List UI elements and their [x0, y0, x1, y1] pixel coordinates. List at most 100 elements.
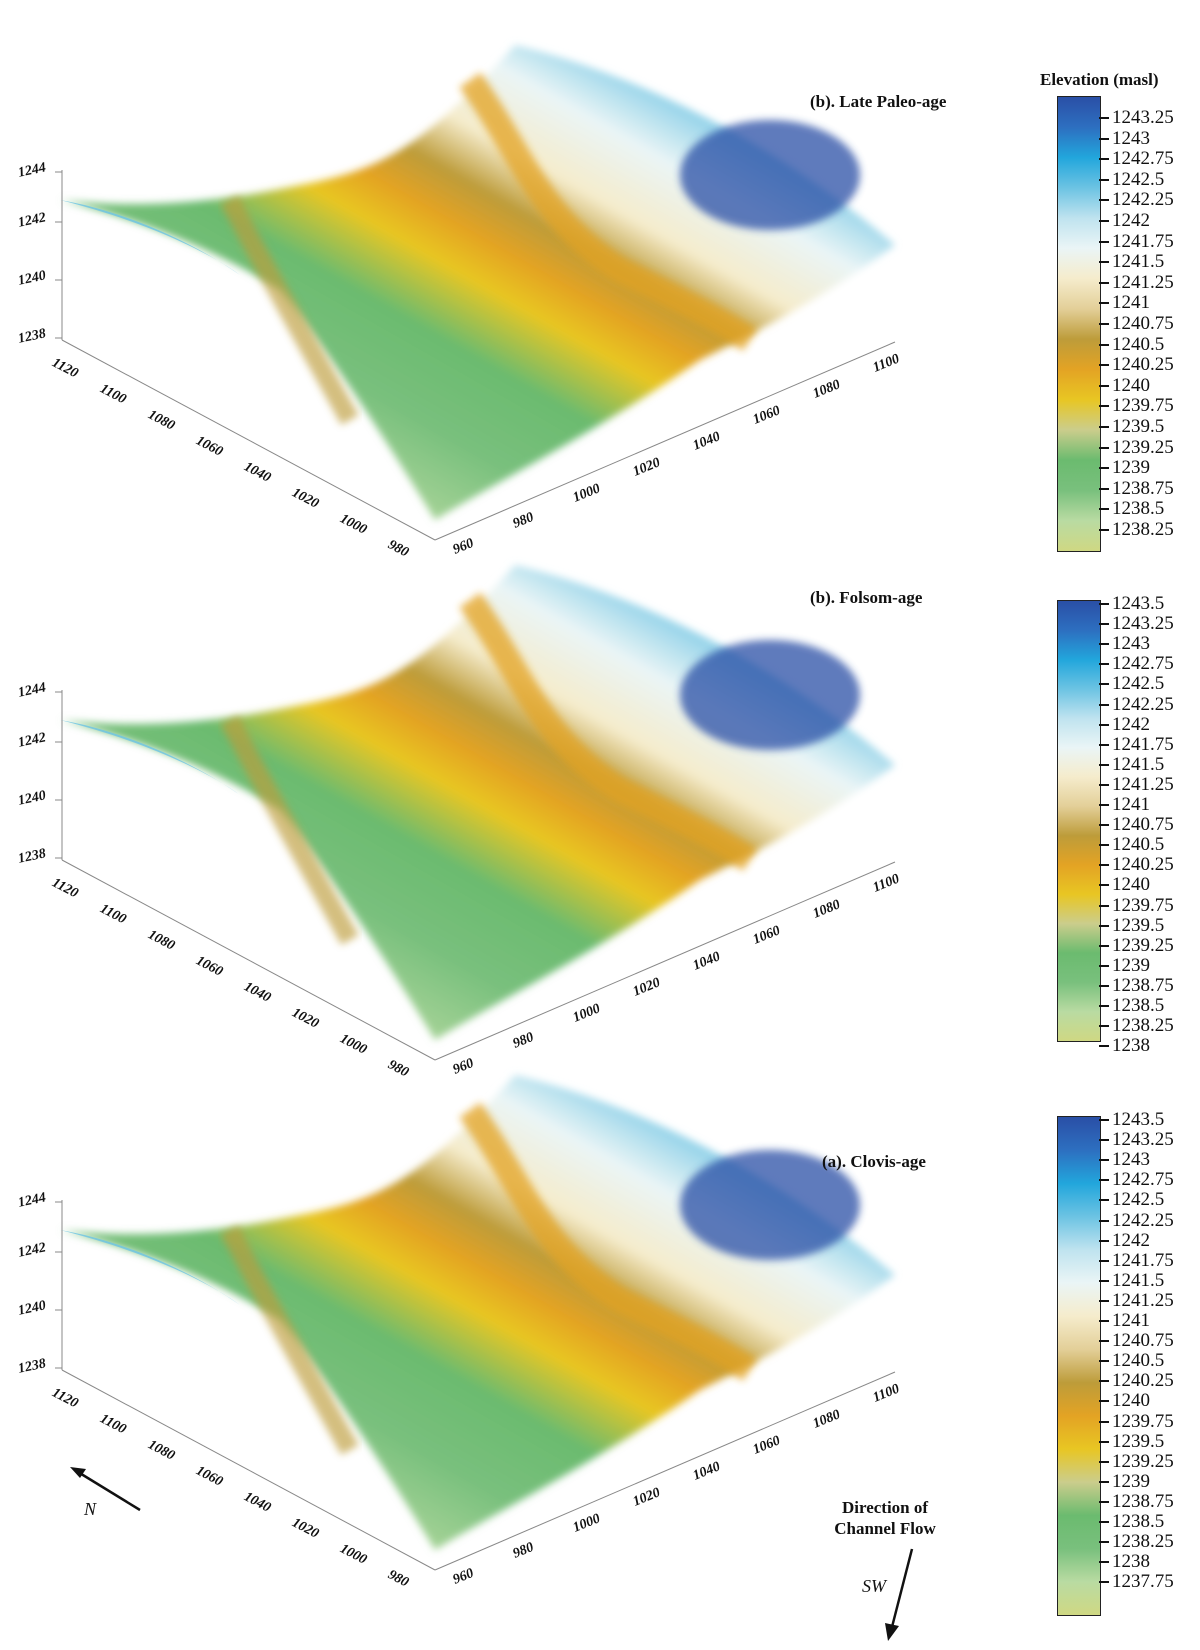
colorbar-tick-text: 1238: [1112, 1551, 1150, 1573]
x-tick: 1080: [811, 377, 843, 401]
y-tick: 1040: [241, 1489, 273, 1515]
x-tick: 1080: [811, 1407, 843, 1431]
colorbar-tick-label: 1240.75: [1099, 1331, 1174, 1350]
colorbar-tick-label: 1240.25: [1099, 855, 1174, 874]
colorbar-tick-text: 1242.25: [1112, 1209, 1174, 1231]
z-tick: 1238: [17, 846, 48, 866]
z-tick: 1240: [17, 268, 48, 288]
southwest-label: SW: [862, 1576, 886, 1596]
colorbar-tick-text: 1242: [1112, 1229, 1150, 1251]
colorbar-tick-text: 1238.5: [1112, 995, 1165, 1016]
colorbar-tick-label: 1240.75: [1099, 314, 1174, 333]
colorbar-tick-text: 1239: [1112, 1470, 1150, 1492]
colorbar-tick-label: 1240: [1099, 376, 1150, 395]
colorbar-tick-label: 1242: [1099, 1231, 1150, 1250]
x-tick: 1000: [571, 1511, 603, 1535]
colorbar-tick-label: 1239.75: [1099, 396, 1174, 415]
colorbar-tick-text: 1243.25: [1112, 107, 1174, 128]
colorbar-title: Elevation (masl): [1040, 70, 1159, 89]
colorbar-tick-text: 1238: [1112, 1035, 1150, 1057]
colorbar-tick-label: 1238.25: [1099, 1016, 1174, 1035]
y-tick: 1100: [97, 381, 128, 407]
colorbar-tick-text: 1241.25: [1112, 271, 1174, 293]
colorbar-tick-text: 1239.75: [1112, 1410, 1174, 1432]
colorbar-tick-text: 1239: [1112, 954, 1150, 976]
colorbar-tick-label: 1238.75: [1099, 1492, 1174, 1511]
y-tick: 1060: [193, 953, 225, 979]
y-tick: 1080: [145, 407, 177, 433]
colorbar-tick-label: 1243: [1099, 129, 1150, 148]
surface-panel-2: 1244 1242 1240 1238 1120 1100 1080 1060 1040 1020…: [0, 520, 1200, 1080]
colorbar-tick-text: 1240.5: [1112, 333, 1165, 355]
colorbar-tick-label: 1243: [1099, 1150, 1150, 1169]
colorbar-tick-label: 1239.5: [1099, 916, 1164, 935]
x-tick: 1060: [751, 923, 783, 947]
colorbar-tick-text: 1239.5: [1112, 416, 1165, 437]
colorbar-tick-label: 1241: [1099, 795, 1150, 814]
colorbar-tick-label: 1239.5: [1099, 1432, 1164, 1451]
colorbar-tick-text: 1240.75: [1112, 1330, 1174, 1352]
colorbar-tick-label: 1241.75: [1099, 735, 1174, 754]
colorbar-tick-label: 1242.5: [1099, 170, 1164, 189]
colorbar-tick-label: 1243: [1099, 634, 1150, 653]
z-tick: 1242: [17, 730, 48, 750]
flow-title-line2: Channel Flow: [834, 1519, 936, 1538]
colorbar-tick-text: 1243.25: [1112, 1129, 1174, 1151]
panel-title: (b). Folsom-age: [810, 588, 923, 607]
colorbar-tick-text: 1240: [1112, 1390, 1150, 1412]
colorbar-tick-label: 1241.75: [1099, 1251, 1174, 1270]
colorbar-tick-label: 1242: [1099, 715, 1150, 734]
colorbar-tick-text: 1241.75: [1112, 1249, 1174, 1271]
north-label: N: [84, 1499, 97, 1519]
colorbar-tick-label: 1239.5: [1099, 417, 1164, 436]
z-tick: 1240: [17, 1298, 48, 1318]
colorbar-tick-text: 1241.5: [1112, 1269, 1165, 1291]
colorbar-tick-text: 1239.25: [1112, 436, 1174, 458]
colorbar-tick-text: 1239.25: [1112, 934, 1174, 956]
x-tick: 1020: [631, 1485, 663, 1509]
colorbar-tick-text: 1240.25: [1112, 854, 1174, 876]
y-tick: 1060: [193, 1463, 225, 1489]
y-tick: 1020: [289, 1515, 321, 1541]
colorbar-tick-text: 1243.25: [1112, 613, 1174, 635]
colorbar-tick-text: 1239: [1112, 457, 1150, 479]
colorbar-tick-text: 1239.5: [1112, 1430, 1165, 1452]
y-tick: 1020: [289, 1005, 321, 1031]
colorbar-tick-label: 1243.25: [1099, 108, 1174, 127]
colorbar-tick-text: 1242.5: [1112, 168, 1165, 190]
x-tick: 1020: [631, 975, 663, 999]
panel-title: (b). Late Paleo-age: [810, 92, 947, 111]
y-tick: 1000: [337, 1541, 369, 1567]
colorbar-tick-text: 1241.25: [1112, 773, 1174, 795]
y-tick: 1060: [193, 433, 225, 459]
x-tick: 1100: [871, 872, 902, 896]
colorbar-tick-text: 1239.75: [1112, 894, 1174, 916]
colorbar: [1057, 600, 1101, 1042]
colorbar-tick-label: 1242.25: [1099, 695, 1174, 714]
colorbar-tick-label: 1241.5: [1099, 755, 1164, 774]
x-tick: 1040: [691, 1459, 723, 1483]
colorbar-tick-label: 1241: [1099, 293, 1150, 312]
x-tick: 980: [511, 510, 536, 532]
colorbar-tick-label: 1238.75: [1099, 976, 1174, 995]
colorbar-tick-text: 1238.25: [1112, 1015, 1174, 1037]
colorbar-tick-label: 1242.25: [1099, 190, 1174, 209]
colorbar-tick-label: 1238.75: [1099, 479, 1174, 498]
colorbar-tick-label: 1239: [1099, 956, 1150, 975]
colorbar-tick-text: 1240.75: [1112, 814, 1174, 836]
colorbar-tick-label: 1238: [1099, 1552, 1150, 1571]
colorbar-tick-label: 1243.5: [1099, 1110, 1164, 1129]
y-tick: 1120: [49, 1385, 80, 1411]
colorbar-tick-label: 1239.25: [1099, 438, 1174, 457]
z-tick: 1240: [17, 788, 48, 808]
colorbar-tick-text: 1240.75: [1112, 313, 1174, 334]
x-tick: 1060: [751, 1433, 783, 1457]
x-tick: 980: [511, 1030, 536, 1052]
southwest-arrow-icon: [885, 1548, 914, 1641]
colorbar-tick-label: 1241.5: [1099, 1271, 1164, 1290]
colorbar-tick-text: 1241: [1112, 292, 1150, 314]
colorbar-tick-label: 1239.25: [1099, 936, 1174, 955]
colorbar-tick-text: 1238.75: [1112, 477, 1174, 499]
colorbar-tick-label: 1240: [1099, 1391, 1150, 1410]
colorbar-tick-text: 1238.5: [1112, 498, 1165, 520]
